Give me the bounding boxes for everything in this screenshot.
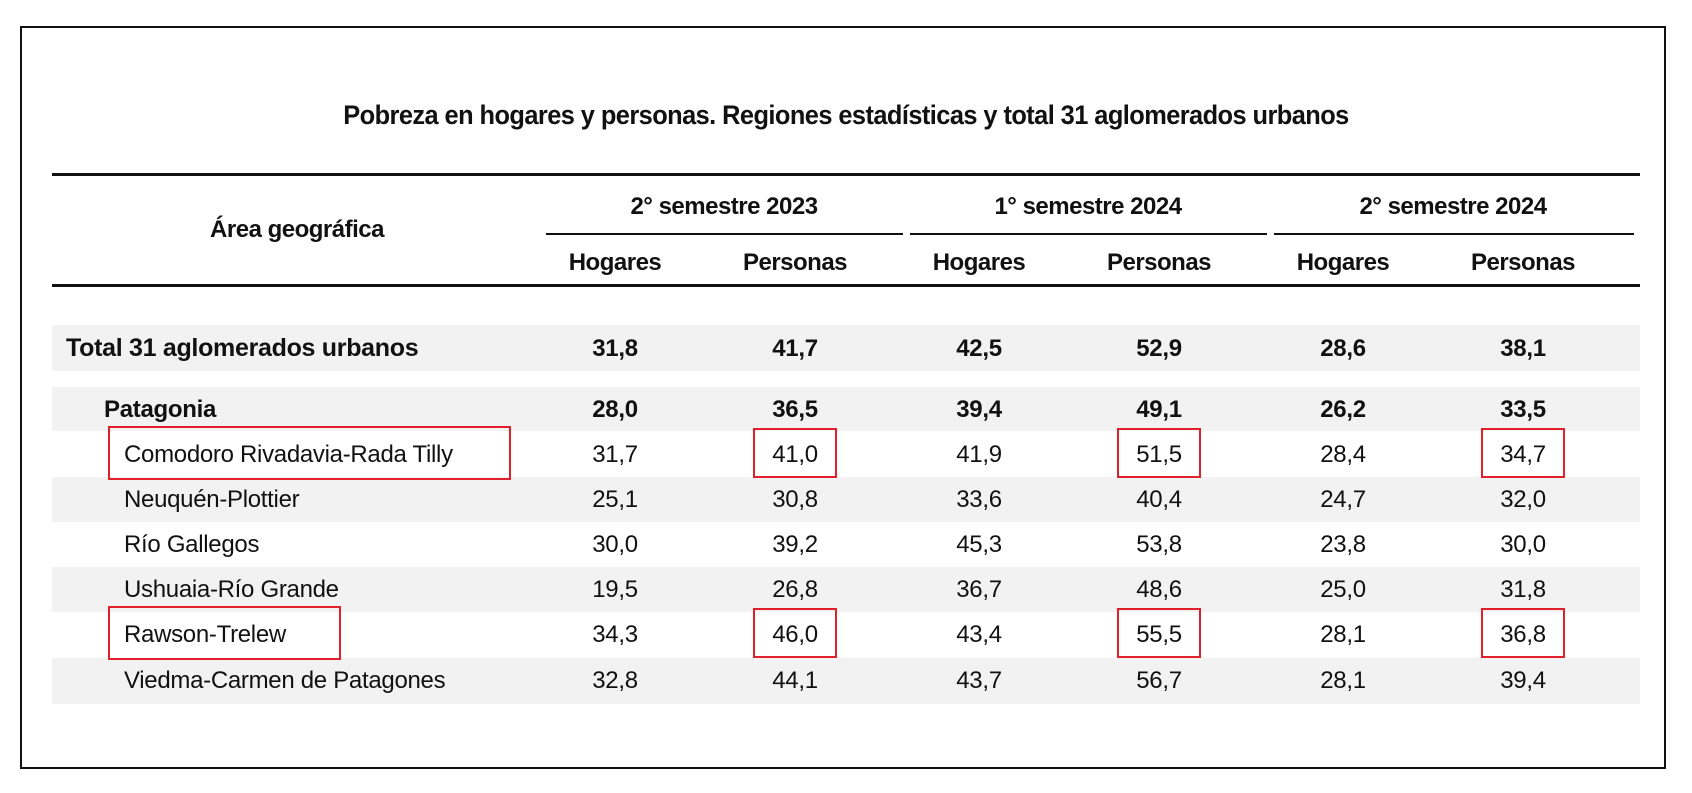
value-cell: 26,2 (1320, 396, 1366, 423)
value-cell: 36,7 (956, 576, 1002, 603)
value-cell: 34,7 (1500, 441, 1546, 468)
value-cell: 28,1 (1320, 667, 1366, 694)
period-header: 2° semestre 2023 (630, 193, 818, 220)
value-cell: 41,9 (956, 441, 1002, 468)
row-label: Ushuaia-Río Grande (124, 576, 339, 603)
top-rule (52, 173, 1640, 176)
value-cell: 28,4 (1320, 441, 1366, 468)
period-header: 2° semestre 2024 (1359, 193, 1547, 220)
value-cell: 32,0 (1500, 486, 1546, 513)
value-cell: 32,8 (592, 667, 638, 694)
period-header: 1° semestre 2024 (994, 193, 1182, 220)
value-cell: 38,1 (1500, 335, 1546, 362)
table-row: Ushuaia-Río Grande 19,5 26,8 36,7 48,6 25,0 31… (52, 567, 1640, 612)
table-title: Pobreza en hogares y personas. Regiones … (343, 100, 1349, 130)
value-cell: 33,6 (956, 486, 1002, 513)
subcolumn-header: Hogares (1296, 249, 1390, 276)
row-band (52, 658, 1640, 704)
value-cell: 55,5 (1136, 621, 1182, 648)
value-cell: 30,0 (592, 531, 638, 558)
row-label: Comodoro Rivadavia-Rada Tilly (124, 441, 453, 468)
period-rule-1 (546, 233, 903, 235)
value-cell: 43,4 (956, 621, 1002, 648)
row-header-label: Área geográfica (210, 216, 384, 243)
value-cell: 25,0 (1320, 576, 1366, 603)
value-cell: 52,9 (1136, 335, 1182, 362)
value-cell: 30,0 (1500, 531, 1546, 558)
highlight-box-value (1117, 428, 1201, 478)
subcolumn-header: Hogares (568, 249, 662, 276)
highlight-box-label (108, 606, 341, 660)
value-cell: 28,6 (1320, 335, 1366, 362)
value-cell: 49,1 (1136, 396, 1182, 423)
subcolumn-header: Personas (1470, 249, 1576, 276)
value-cell: 31,7 (592, 441, 638, 468)
row-label: Patagonia (104, 396, 216, 423)
value-cell: 39,4 (956, 396, 1002, 423)
table-row: Comodoro Rivadavia-Rada Tilly 31,7 41,0 41,… (52, 432, 1640, 477)
value-cell: 23,8 (1320, 531, 1366, 558)
value-cell: 34,3 (592, 621, 638, 648)
period-rule-2 (910, 233, 1267, 235)
row-band (52, 477, 1640, 522)
table-row: Río Gallegos 30,0 39,2 45,3 53,8 23,8 30,0 (52, 522, 1640, 567)
period-rule-3 (1274, 233, 1634, 235)
value-cell: 40,4 (1136, 486, 1182, 513)
value-cell: 48,6 (1136, 576, 1182, 603)
row-label: Río Gallegos (124, 531, 260, 558)
highlight-box-value (753, 608, 837, 658)
value-cell: 46,0 (772, 621, 818, 648)
row-label: Neuquén-Plottier (124, 486, 300, 513)
value-cell: 53,8 (1136, 531, 1182, 558)
table-row: Patagonia 28,0 36,5 39,4 49,1 26,2 33,5 (52, 387, 1640, 432)
row-label: Viedma-Carmen de Patagones (124, 667, 446, 694)
header-rule (52, 284, 1640, 287)
value-cell: 26,8 (772, 576, 818, 603)
row-label: Rawson-Trelew (124, 621, 286, 648)
highlight-box-value (1481, 428, 1565, 478)
value-cell: 25,1 (592, 486, 638, 513)
table-row: Neuquén-Plottier 25,1 30,8 33,6 40,4 24,7 32,0 (52, 477, 1640, 522)
subcolumn-header: Personas (742, 249, 848, 276)
value-cell: 36,8 (1500, 621, 1546, 648)
highlight-box-label (108, 426, 511, 480)
value-cell: 45,3 (956, 531, 1002, 558)
value-cell: 43,7 (956, 667, 1002, 694)
total-row-band (52, 325, 1640, 371)
table-row: Total 31 aglomerados urbanos 31,8 41,7 42,5… (52, 326, 1640, 371)
value-cell: 39,4 (1500, 667, 1546, 694)
value-cell: 31,8 (592, 335, 638, 362)
value-cell: 42,5 (956, 335, 1002, 362)
highlight-box-value (753, 428, 837, 478)
value-cell: 28,1 (1320, 621, 1366, 648)
value-cell: 28,0 (592, 396, 638, 423)
value-cell: 44,1 (772, 667, 818, 694)
value-cell: 39,2 (772, 531, 818, 558)
highlight-box-value (1481, 608, 1565, 658)
row-label: Total 31 aglomerados urbanos (66, 334, 419, 362)
value-cell: 36,5 (772, 396, 818, 423)
figure-frame (20, 26, 1666, 769)
value-cell: 56,7 (1136, 667, 1182, 694)
value-cell: 33,5 (1500, 396, 1546, 423)
table-row: Rawson-Trelew 34,3 46,0 43,4 55,5 28,1 36,8 (52, 612, 1640, 657)
row-band (52, 567, 1640, 612)
value-cell: 51,5 (1136, 441, 1182, 468)
highlight-box-value (1117, 608, 1201, 658)
value-cell: 19,5 (592, 576, 638, 603)
subcolumn-header: Hogares (932, 249, 1026, 276)
value-cell: 30,8 (772, 486, 818, 513)
subcolumn-header: Personas (1106, 249, 1212, 276)
value-cell: 41,0 (772, 441, 818, 468)
table-row: Viedma-Carmen de Patagones 32,8 44,1 43,7 56… (52, 658, 1640, 703)
value-cell: 24,7 (1320, 486, 1366, 513)
region-row-band (52, 387, 1640, 431)
value-cell: 41,7 (772, 335, 818, 362)
value-cell: 31,8 (1500, 576, 1546, 603)
